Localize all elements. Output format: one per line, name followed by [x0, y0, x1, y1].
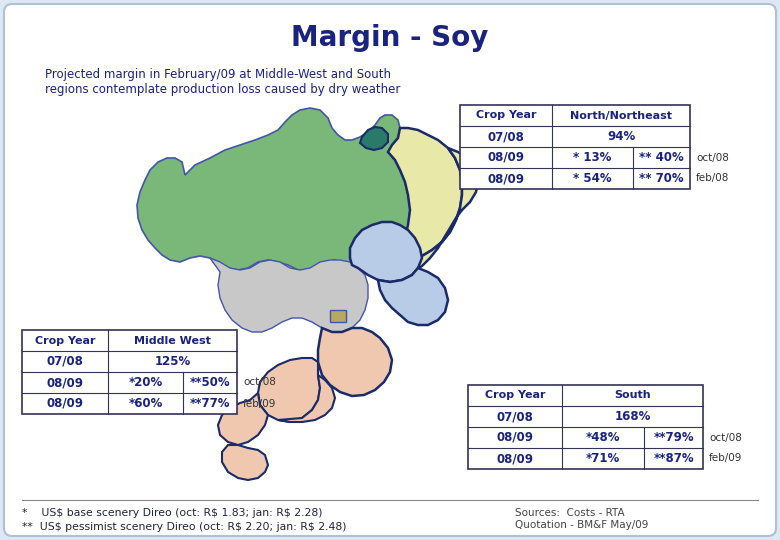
Text: ** 40%: ** 40% [639, 151, 683, 164]
Polygon shape [360, 127, 388, 150]
Bar [330, 310, 346, 322]
Text: 125%: 125% [154, 355, 190, 368]
Polygon shape [258, 358, 320, 422]
Text: 94%: 94% [607, 130, 635, 143]
Text: 08/09: 08/09 [497, 431, 534, 444]
Text: **79%: **79% [654, 431, 694, 444]
Text: Projected margin in February/09 at Middle-West and South
regions contemplate pro: Projected margin in February/09 at Middl… [45, 68, 400, 96]
Text: feb/09: feb/09 [243, 399, 276, 408]
Text: feb/09: feb/09 [709, 454, 743, 463]
Text: Crop Year: Crop Year [484, 390, 545, 401]
FancyBboxPatch shape [4, 4, 776, 536]
Text: *71%: *71% [586, 452, 620, 465]
Polygon shape [137, 108, 410, 272]
Text: 08/09: 08/09 [497, 452, 534, 465]
Polygon shape [378, 268, 448, 325]
Text: Margin - Soy: Margin - Soy [291, 24, 489, 52]
Text: 08/09: 08/09 [47, 376, 83, 389]
Text: Crop Year: Crop Year [35, 335, 95, 346]
Polygon shape [388, 128, 462, 262]
Bar [460, 105, 690, 189]
Text: Sources:  Costs - RTA
Quotation - BM&F May/09: Sources: Costs - RTA Quotation - BM&F Ma… [515, 508, 648, 530]
Text: 07/08: 07/08 [47, 355, 83, 368]
Polygon shape [278, 375, 335, 422]
Text: ** 70%: ** 70% [639, 172, 683, 185]
Text: *48%: *48% [586, 431, 620, 444]
Text: *60%: *60% [129, 397, 163, 410]
Text: * 13%: * 13% [573, 151, 612, 164]
Polygon shape [210, 258, 368, 332]
Text: Crop Year: Crop Year [476, 111, 537, 120]
Text: **87%: **87% [654, 452, 694, 465]
Text: oct/08: oct/08 [696, 152, 729, 163]
Polygon shape [218, 393, 268, 445]
Text: *    US$ base scenery Direo (oct: R$ 1.83; jan: R$ 2.28): * US$ base scenery Direo (oct: R$ 1.83; … [22, 508, 322, 518]
Bar [22, 330, 237, 414]
Text: 08/09: 08/09 [47, 397, 83, 410]
Text: *20%: *20% [129, 376, 163, 389]
Text: 08/09: 08/09 [488, 172, 524, 185]
Text: * 54%: * 54% [573, 172, 612, 185]
Text: **77%: **77% [190, 397, 230, 410]
Polygon shape [350, 222, 422, 282]
Polygon shape [222, 445, 268, 480]
Text: South: South [614, 390, 651, 401]
Text: feb/08: feb/08 [696, 173, 729, 184]
Text: North/Northeast: North/Northeast [570, 111, 672, 120]
Bar [468, 385, 703, 469]
Text: **  US$ pessimist scenery Direo (oct: R$ 2.20; jan: R$ 2.48): ** US$ pessimist scenery Direo (oct: R$ … [22, 522, 346, 532]
Text: 168%: 168% [615, 410, 651, 423]
Text: **50%: **50% [190, 376, 230, 389]
Text: 07/08: 07/08 [497, 410, 534, 423]
Text: Middle West: Middle West [134, 335, 211, 346]
Polygon shape [318, 328, 392, 396]
Text: 07/08: 07/08 [488, 130, 524, 143]
Text: oct/08: oct/08 [709, 433, 742, 442]
Polygon shape [405, 148, 478, 270]
Text: oct/08: oct/08 [243, 377, 276, 388]
Text: 08/09: 08/09 [488, 151, 524, 164]
